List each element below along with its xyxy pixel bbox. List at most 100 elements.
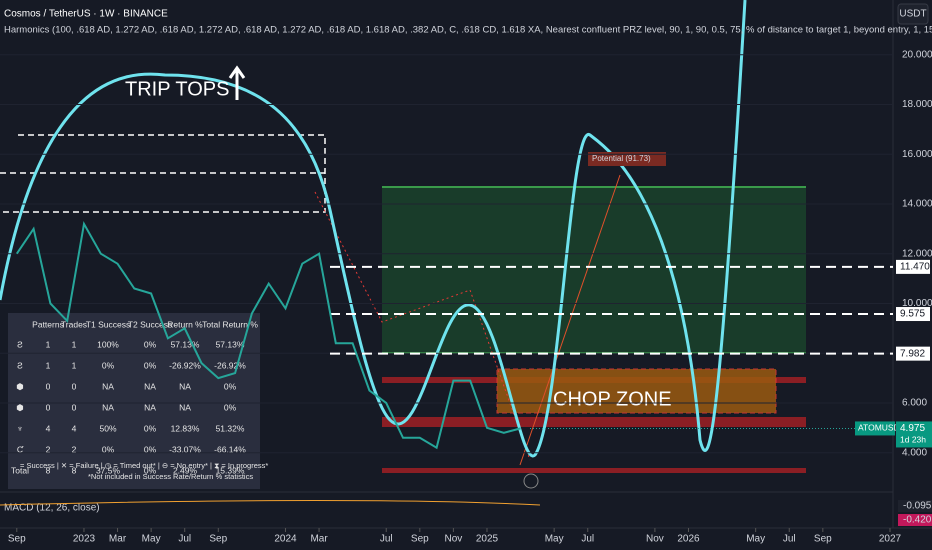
table-cell: 1 (72, 339, 77, 349)
table-cell: 0 (46, 381, 51, 391)
annotation: CHOP ZONE (553, 388, 672, 410)
table-cell: 1 (46, 339, 51, 349)
table-cell: 0% (102, 360, 115, 370)
x-tick-label: Jul (178, 534, 191, 545)
table-cell: 37.5% (96, 465, 121, 475)
target-zone (382, 186, 806, 353)
row-icon: ⬢ (16, 402, 24, 412)
x-tick-label: May (142, 534, 161, 545)
icon (523, 473, 539, 489)
price-tag-name: ATOMUSDT (858, 423, 905, 433)
table-cell: 0% (144, 444, 157, 454)
table-cell: NA (102, 381, 114, 391)
hand-drawn-curve (0, 0, 747, 458)
level-label-bg (896, 259, 930, 274)
currency[interactable]: USDT (899, 9, 926, 20)
table-cell: NA (179, 402, 191, 412)
table-cell: NA (144, 381, 156, 391)
table-note: *Not included in Success Rate/Return % s… (88, 472, 253, 481)
x-tick-label: Sep (411, 534, 429, 545)
y-tick-label: 18.000 (902, 99, 932, 110)
macd-label-bg (898, 514, 932, 526)
level-label: 11.470 (900, 262, 930, 273)
price-tag-bg (855, 421, 895, 436)
countdown: 1d 23h (900, 435, 926, 445)
x-tick-label: Jul (581, 534, 594, 545)
macd-line (0, 499, 541, 506)
price-tag-bg (896, 421, 932, 448)
table-cell: -26.92% (214, 360, 246, 370)
table-cell: 51.32% (216, 423, 245, 433)
x-tick-label: May (746, 534, 765, 545)
x-tick-label: Jul (380, 534, 393, 545)
table-cell: 2.49% (173, 465, 198, 475)
y-tick-label: 4.000 (902, 447, 927, 458)
table-cell: 8 (46, 465, 51, 475)
stop-band (382, 417, 806, 427)
x-tick-label: Sep (209, 534, 227, 545)
price-tag: 4.975 (900, 423, 925, 434)
level-label-bg (896, 346, 930, 361)
label-box (588, 152, 666, 166)
table-cell: 57.13% (171, 339, 200, 349)
x-tick-label: 2026 (677, 534, 700, 545)
row-icon: ⬢ (16, 381, 24, 391)
annotation: TRIP TOPS (125, 78, 229, 100)
y-tick-label: 6.000 (902, 398, 927, 409)
table-header: Trades (61, 319, 87, 329)
potential-arrow (519, 174, 621, 466)
projection (314, 191, 531, 461)
table-cell: 0 (72, 381, 77, 391)
pattern-box (0, 134, 326, 213)
table-cell: 0% (102, 444, 115, 454)
table-cell: 2 (72, 444, 77, 454)
table-cell: 57.13% (216, 339, 245, 349)
table-cell: 0% (144, 423, 157, 433)
x-tick-label: Sep (8, 534, 26, 545)
x-tick-label: Mar (310, 534, 328, 545)
table-header: T1 Success (86, 319, 130, 329)
table-cell: 0% (144, 339, 157, 349)
x-tick-label: 2023 (73, 534, 96, 545)
table-cell: 15.39% (216, 465, 245, 475)
table-cell: 0% (224, 402, 237, 412)
x-tick-label: Nov (444, 534, 462, 545)
table-cell: 4 (72, 423, 77, 433)
table-header: T2 Success (128, 319, 172, 329)
table-cell: 50% (99, 423, 116, 433)
macd-label: -0.420 (903, 515, 932, 526)
table-cell: -33.07% (169, 444, 201, 454)
x-tick-label: 2025 (476, 534, 499, 545)
x-tick-label: Nov (646, 534, 664, 545)
x-tick-label: 2027 (879, 534, 902, 545)
table-cell: 4 (46, 423, 51, 433)
table-cell: 8 (72, 465, 77, 475)
price-line (15, 220, 521, 450)
row-icon: Ƨ (17, 360, 23, 370)
currency-button[interactable] (897, 3, 929, 25)
stop-band (382, 468, 806, 473)
row-icon: ♆ (17, 423, 23, 433)
table-cell: 2 (46, 444, 51, 454)
table-cell: -66.14% (214, 444, 246, 454)
row-icon: Ƈ (17, 444, 24, 454)
table-cell: 100% (97, 339, 119, 349)
level-label: 7.982 (900, 348, 925, 359)
table-bg (8, 313, 260, 489)
level-label: 9.575 (900, 309, 925, 320)
annotation: Potential (91.73) (592, 154, 651, 163)
table-cell: 0% (224, 381, 237, 391)
y-tick-label: 10.000 (902, 298, 932, 309)
table-cell: Total (11, 465, 29, 475)
x-tick-label: Sep (814, 534, 832, 545)
chop-zone (496, 368, 777, 414)
macd-label: -0.095 (903, 501, 932, 512)
table-header: Return % (167, 319, 203, 329)
y-tick-label: 16.000 (902, 149, 932, 160)
table-cell: 0 (72, 402, 77, 412)
table-cell: 1 (72, 360, 77, 370)
y-tick-label: 20.000 (902, 49, 932, 60)
table-cell: 0 (46, 402, 51, 412)
